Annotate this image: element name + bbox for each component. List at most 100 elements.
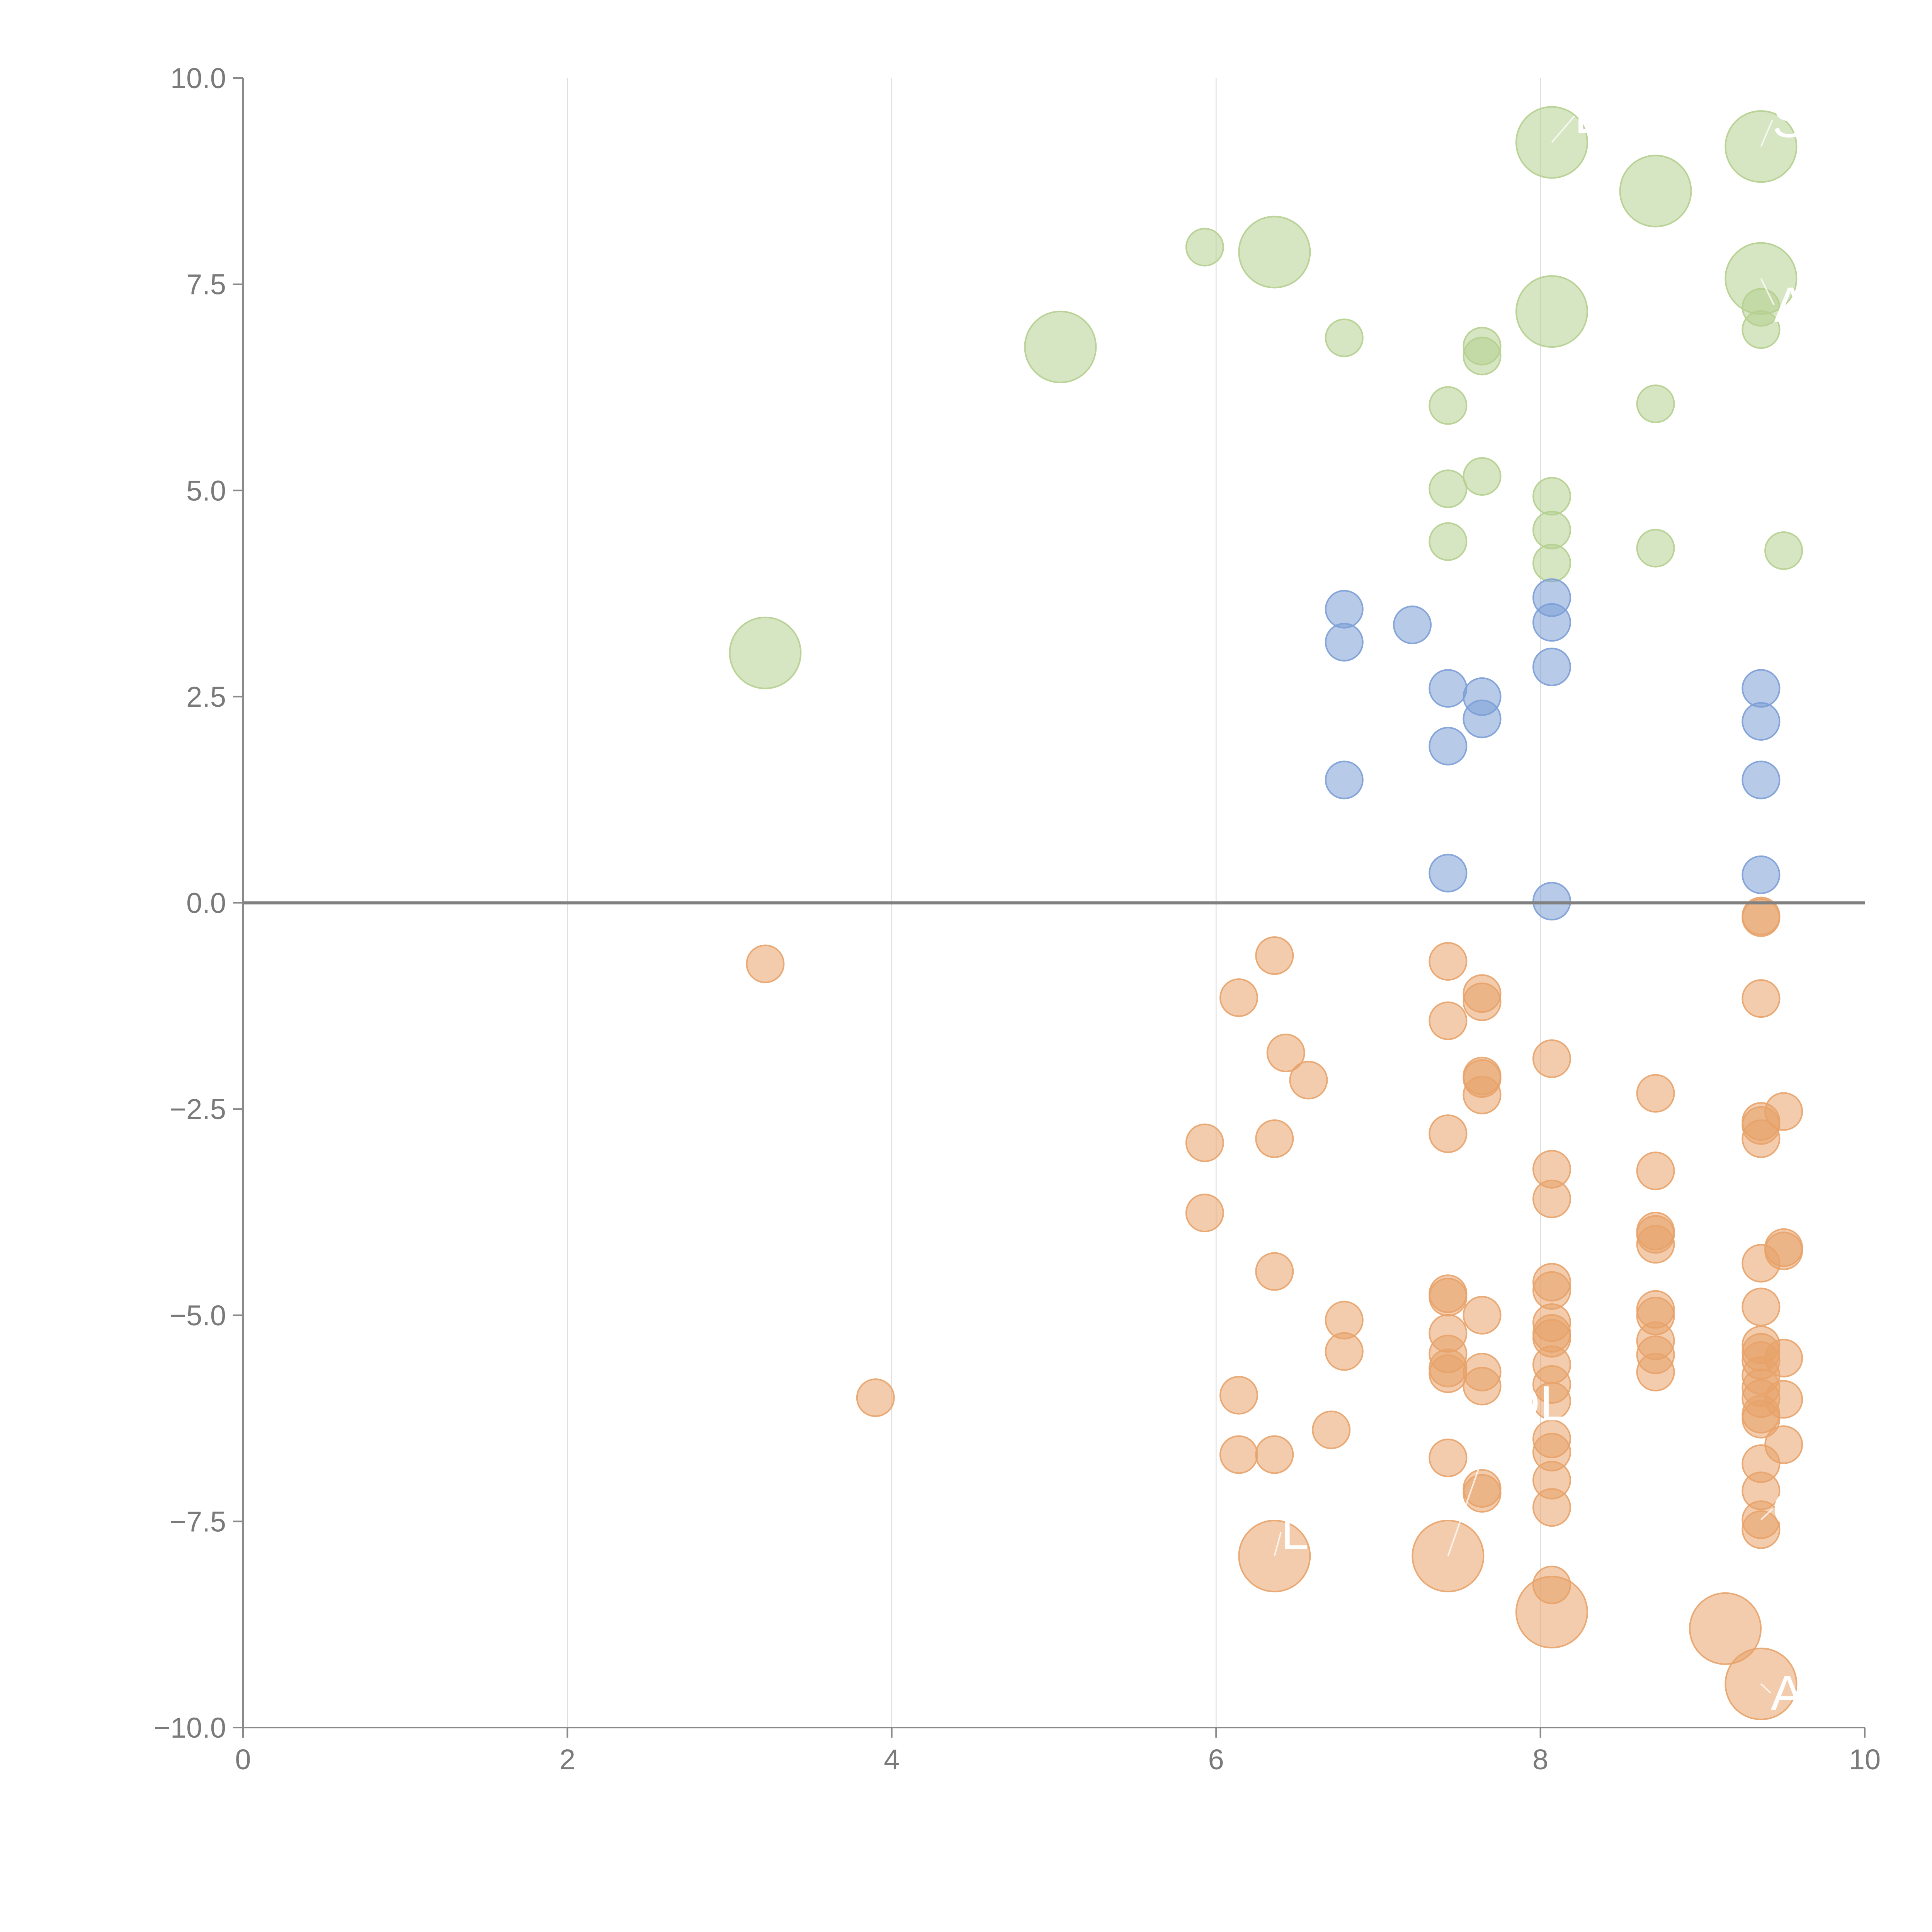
orange-bubble [1742,1119,1781,1158]
green-bubble [1532,544,1571,583]
blue-bubble [1532,882,1571,921]
blue-bubble [1463,699,1502,738]
blue-bubble [1742,669,1781,708]
orange-bubble [1219,978,1258,1017]
orange-bubble [1255,1252,1294,1291]
orange-bubble [746,944,785,983]
x-tick-label: 2 [560,1743,575,1776]
green-bubble [1463,337,1502,376]
orange-bubble [1463,1367,1502,1406]
point-label: OL [1502,1376,1568,1431]
orange-bubble [1532,1381,1571,1420]
point-label: OT [1772,1481,1841,1537]
orange-bubble [1266,1033,1305,1072]
y-tick-label: 7.5 [186,269,226,301]
green-bubble [1532,477,1571,516]
point-label: API [1771,1665,1850,1721]
green-bubble [1463,457,1502,496]
label-leader-line [1760,278,1775,305]
y-tick-label: 0.0 [186,887,226,919]
blue-bubble [1742,855,1781,894]
orange-bubble [1636,1074,1675,1113]
green-bubble [1764,531,1803,570]
green-bubble [1619,155,1692,228]
point-label: L [1575,88,1602,144]
blue-bubble [1429,854,1468,893]
orange-bubble [1463,1075,1502,1114]
y-tick-label: −2.5 [170,1093,226,1125]
x-tick-label: 4 [884,1743,900,1776]
blue-bubble [1325,760,1364,799]
green-bubble [1325,318,1364,357]
x-tick-label: 10 [1849,1743,1881,1776]
orange-bubble [1429,1114,1468,1153]
blue-bubble [1742,760,1781,799]
orange-bubble [1515,1576,1588,1649]
blue-bubble [1429,669,1468,708]
y-tick-label: 2.5 [186,681,226,713]
point-label: SK [1772,93,1838,148]
orange-bubble [1636,1151,1675,1190]
green-bubble [1429,522,1468,561]
orange-bubble [1742,1510,1781,1549]
blue-bubble [1742,702,1781,741]
blue-bubble [1532,603,1571,642]
label-leader-line [1760,1508,1773,1520]
orange-bubble [1742,1400,1781,1439]
orange-bubble [1463,1474,1502,1513]
orange-bubble [1636,1353,1675,1392]
x-tick-label: 6 [1208,1743,1224,1776]
orange-bubble [856,1378,895,1417]
orange-bubble [1689,1592,1762,1665]
orange-bubble [1532,1179,1571,1218]
orange-bubble [1255,1435,1294,1474]
x-tick-label: 8 [1532,1743,1548,1776]
orange-bubble [1429,942,1468,981]
y-tick-label: −10.0 [154,1712,226,1744]
y-tick-label: 10.0 [170,62,226,94]
green-bubble [1429,469,1468,508]
orange-bubble [1429,1277,1468,1316]
green-bubble [1238,216,1311,289]
data-points [729,106,1803,1720]
blue-bubble [1325,622,1364,662]
green-bubble [1636,529,1675,568]
orange-bubble [1255,936,1294,975]
label-leader-line [1551,115,1575,143]
point-label: A [1774,277,1807,333]
orange-bubble [1289,1061,1328,1100]
blue-bubble [1325,590,1364,629]
green-bubble [1636,384,1675,423]
orange-bubble [1185,1123,1224,1162]
green-bubble [1429,386,1468,425]
orange-bubble [1463,1296,1502,1335]
blue-bubble [1532,648,1571,687]
orange-bubble [1532,1488,1571,1527]
y-tick-label: −5.0 [170,1299,226,1332]
orange-bubble [1742,1244,1781,1283]
orange-bubble [1463,982,1502,1021]
axes: 0 2 4 6 8 10 10.0 7.5 5.0 2.5 0.0 −2.5 −5.0 −7.5 −10.0 [154,62,1881,1776]
orange-bubble [1429,1001,1468,1040]
orange-bubble [1255,1119,1294,1158]
orange-bubble [1429,1354,1468,1393]
orange-bubble [1219,1376,1258,1415]
orange-bubble [1742,898,1781,937]
orange-bubble [1742,979,1781,1018]
orange-bubble [1742,1287,1781,1327]
x-tick-label: 0 [235,1743,251,1776]
green-bubble [1185,228,1224,267]
label-leader-line [1760,120,1773,147]
point-labels: L SK A OL OT L API [1274,88,1850,1721]
blue-bubble [1393,605,1432,645]
orange-bubble [1429,1439,1468,1478]
orange-bubble [1312,1410,1351,1449]
label-leader-line [1274,1532,1282,1556]
orange-bubble [1532,1039,1571,1078]
point-label: L [1281,1505,1308,1560]
blue-bubble [1429,726,1468,765]
y-tick-label: 5.0 [186,474,226,507]
green-bubble [1532,510,1571,549]
green-bubble [1742,310,1781,349]
